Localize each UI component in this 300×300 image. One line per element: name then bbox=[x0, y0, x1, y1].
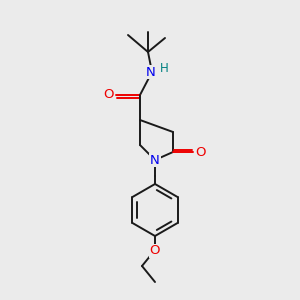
Text: N: N bbox=[150, 154, 160, 166]
Text: H: H bbox=[160, 61, 168, 74]
Text: O: O bbox=[150, 244, 160, 257]
Text: O: O bbox=[104, 88, 114, 101]
Text: N: N bbox=[146, 65, 156, 79]
Text: O: O bbox=[195, 146, 205, 158]
